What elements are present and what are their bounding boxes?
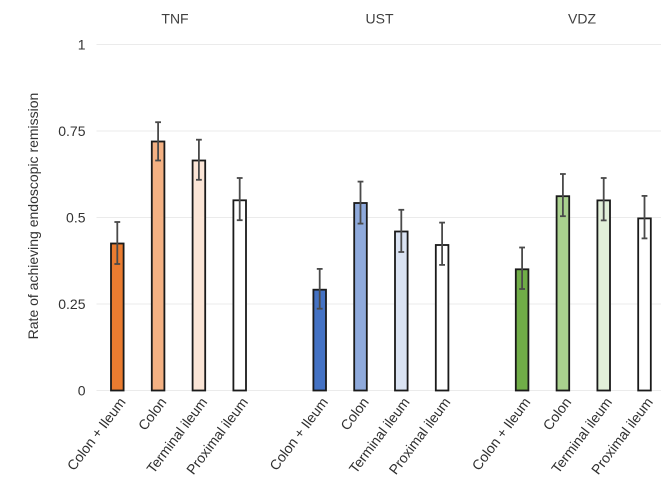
svg-text:0.75: 0.75 [58, 123, 85, 139]
svg-text:1: 1 [78, 37, 86, 53]
svg-text:UST: UST [366, 10, 394, 26]
svg-text:0.5: 0.5 [66, 210, 86, 226]
svg-text:TNF: TNF [161, 10, 188, 26]
svg-text:0.25: 0.25 [58, 296, 85, 312]
svg-text:Rate of achieving endoscopic r: Rate of achieving endoscopic remission [25, 93, 41, 340]
svg-text:VDZ: VDZ [568, 10, 596, 26]
svg-text:0: 0 [78, 383, 86, 399]
